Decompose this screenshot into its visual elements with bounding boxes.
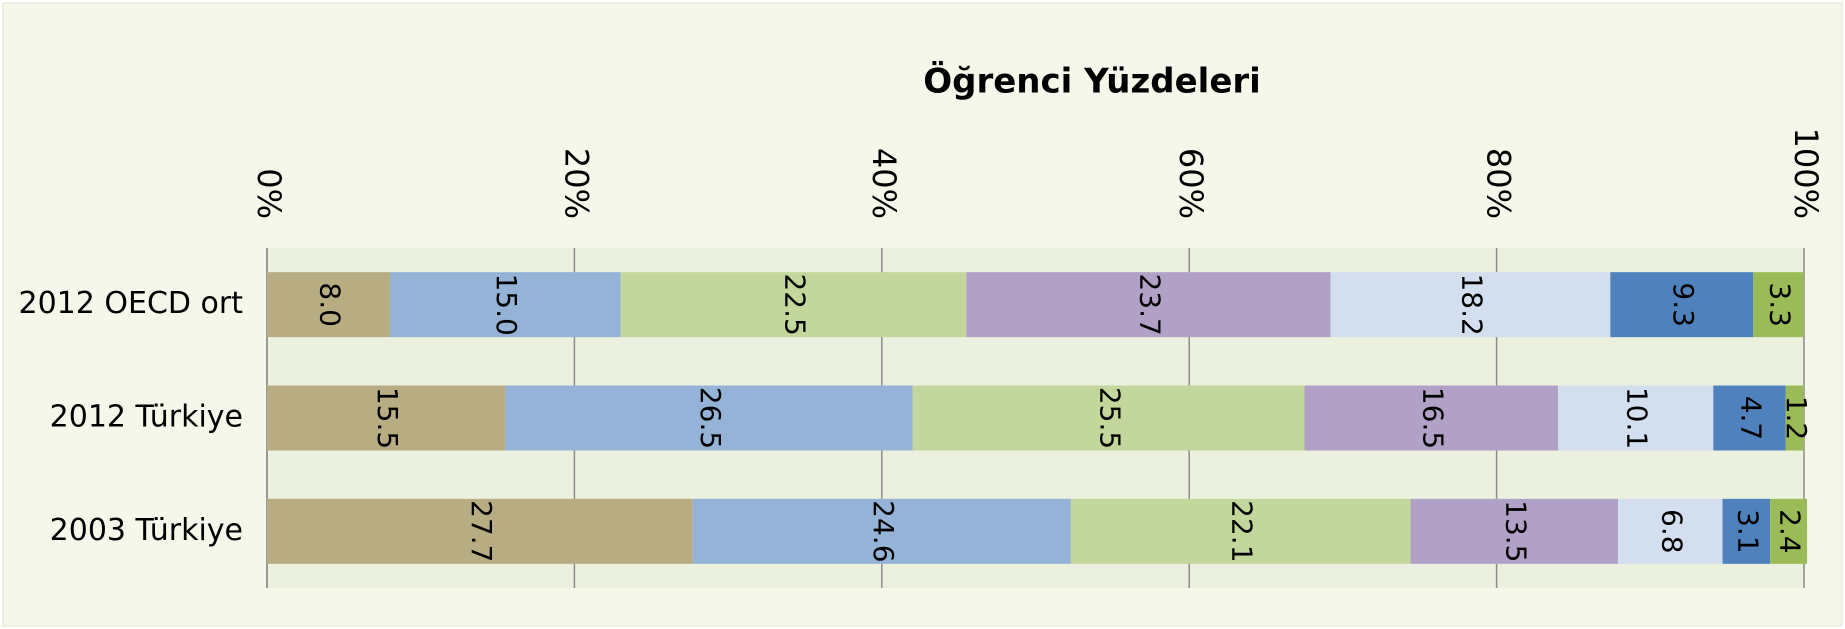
data-label: 9.3 — [1667, 282, 1700, 327]
bar-segment — [1618, 498, 1723, 564]
data-label: 27.7 — [465, 500, 498, 562]
data-label: 16.5 — [1416, 387, 1449, 449]
bar-segment — [1558, 385, 1714, 451]
x-tick-label: 0% — [250, 168, 288, 219]
data-label: 4.7 — [1734, 396, 1767, 441]
bar-segment — [505, 385, 913, 451]
data-label: 24.6 — [867, 500, 900, 562]
x-tick-label: 20% — [557, 148, 595, 219]
data-label: 6.8 — [1655, 509, 1688, 554]
bar-segment — [1722, 498, 1771, 564]
data-label: 10.1 — [1621, 387, 1654, 449]
bar-segment — [1785, 385, 1804, 451]
data-label: 18.2 — [1455, 273, 1488, 335]
bar-segment — [692, 498, 1071, 564]
data-label: 15.0 — [490, 273, 523, 335]
bar-segment — [1610, 272, 1754, 338]
data-label: 2.4 — [1774, 509, 1807, 554]
x-tick-label: 80% — [1480, 148, 1518, 219]
y-tick-label: 2003 Türkiye — [50, 513, 243, 548]
bar-segment — [389, 272, 621, 338]
x-tick-label: 40% — [865, 148, 903, 219]
data-label: 22.5 — [778, 273, 811, 335]
data-label: 25.5 — [1094, 387, 1127, 449]
bar-segment — [267, 498, 693, 564]
chart-title: Öğrenci Yüzdeleri — [923, 61, 1261, 102]
data-label: 23.7 — [1133, 273, 1166, 335]
bar-segment — [1304, 385, 1559, 451]
bar-segment — [1770, 498, 1808, 564]
data-label: 3.1 — [1731, 509, 1764, 554]
data-label: 3.3 — [1764, 282, 1797, 327]
bar-segment — [1070, 498, 1411, 564]
data-label: 22.1 — [1226, 500, 1259, 562]
data-label: 15.5 — [371, 387, 404, 449]
y-tick-label: 2012 Türkiye — [50, 400, 243, 435]
data-label: 1.2 — [1780, 396, 1813, 441]
bar-segment — [1410, 498, 1619, 564]
bar-segment — [267, 385, 506, 451]
bar-segment — [1330, 272, 1611, 338]
y-tick-label: 2012 OECD ort — [19, 286, 244, 321]
data-label: 26.5 — [694, 387, 727, 449]
bar-segment — [267, 272, 390, 338]
bar-segment — [966, 272, 1331, 338]
x-tick-label: 60% — [1172, 148, 1210, 219]
bar-segment — [912, 385, 1305, 451]
x-tick-label: 100% — [1787, 128, 1825, 219]
data-label: 13.5 — [1499, 500, 1532, 562]
bar-segment — [1713, 385, 1786, 451]
bar-segment — [620, 272, 967, 338]
bar-segment — [1753, 272, 1804, 338]
data-label: 8.0 — [313, 282, 346, 327]
